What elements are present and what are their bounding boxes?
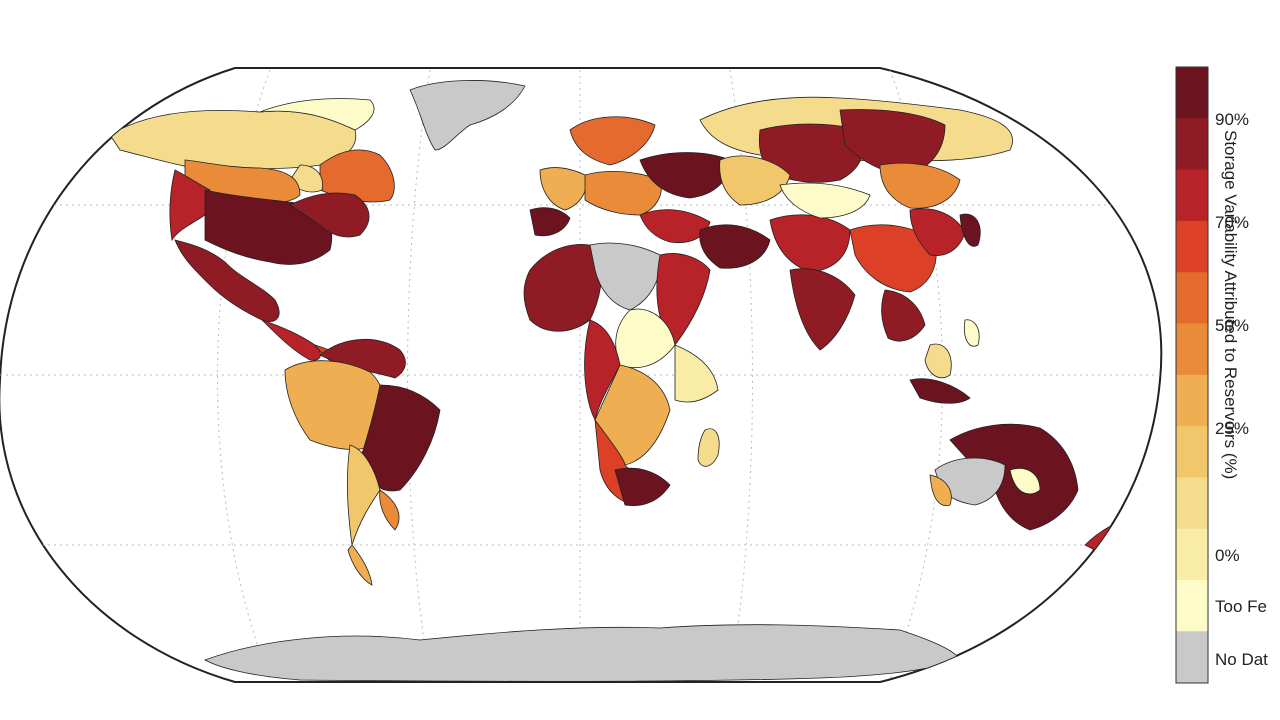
legend-tick-70: 70% <box>1215 213 1250 232</box>
colorbar-too-few-swatch <box>1176 631 1208 684</box>
colorbar-swatch <box>1176 374 1208 427</box>
colorbar-swatch <box>1176 477 1208 530</box>
legend-colorbar <box>1175 66 1209 684</box>
colorbar-swatch <box>1176 67 1208 119</box>
legend-tick-0: 0% <box>1215 546 1240 565</box>
colorbar-swatch <box>1176 220 1208 273</box>
colorbar-swatch <box>1176 426 1208 478</box>
colorbar-swatch <box>1176 323 1208 376</box>
north-america <box>109 98 395 373</box>
legend-no-data-label: No Dat <box>1215 650 1268 669</box>
greenland <box>409 80 526 151</box>
antarctica <box>204 624 961 682</box>
southeast-asia <box>909 319 980 404</box>
colorbar-swatch <box>1176 580 1208 632</box>
africa <box>523 242 720 507</box>
colorbar-swatch <box>1176 169 1208 222</box>
legend-too-few-label: Too Fe <box>1215 597 1267 616</box>
legend-title: Storage Variability Attributed to Reserv… <box>1221 130 1240 480</box>
legend-tick-50: 50% <box>1215 316 1250 335</box>
europe <box>529 116 731 244</box>
colorbar-swatch <box>1176 118 1208 171</box>
colorbar-swatch <box>1176 272 1208 324</box>
legend-tick-25: 25% <box>1215 419 1250 438</box>
south-america <box>284 338 441 586</box>
colorbar-swatch <box>1176 528 1208 581</box>
legend-tick-90: 90% <box>1215 110 1250 129</box>
asia <box>699 96 1013 351</box>
